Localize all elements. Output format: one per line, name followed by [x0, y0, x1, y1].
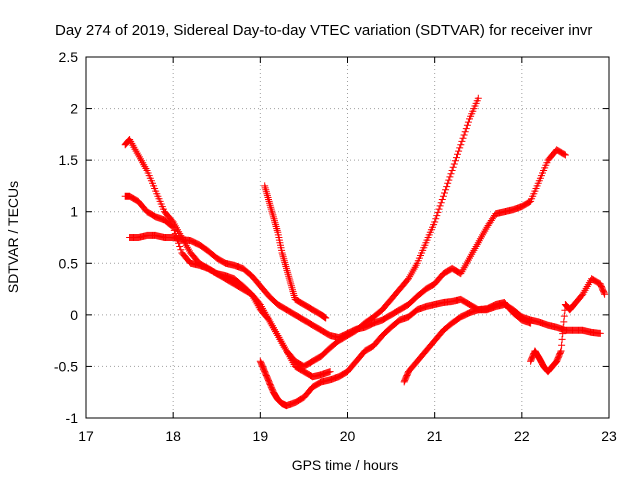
x-tick-label: 21: [427, 428, 443, 444]
series-sat-f: [400, 299, 535, 386]
data-point-markers: [400, 299, 535, 386]
x-tick-label: 19: [253, 428, 269, 444]
data-marks: [121, 94, 609, 410]
series-sat-d: [261, 182, 330, 322]
data-point-markers: [121, 94, 482, 370]
series-sat-b: [121, 94, 482, 370]
x-tick-label: 18: [165, 428, 181, 444]
x-tick-label: 20: [340, 428, 356, 444]
data-point-markers: [121, 136, 334, 381]
x-tick-label: 22: [514, 428, 530, 444]
x-tick-label: 17: [78, 428, 94, 444]
chart-title: Day 274 of 2019, Sidereal Day-to-day VTE…: [55, 22, 592, 39]
y-tick-label: 0: [70, 307, 78, 323]
x-axis-label: GPS time / hours: [292, 457, 399, 473]
x-tick-label: 23: [601, 428, 617, 444]
y-tick-label: -1: [66, 410, 79, 426]
data-point-markers: [126, 146, 569, 341]
y-tick-label: 2.5: [59, 49, 79, 65]
series-sat-c: [126, 146, 569, 341]
series-sat-a: [121, 136, 334, 381]
data-point-markers: [256, 295, 604, 410]
data-point-markers: [261, 182, 330, 322]
y-tick-label: 1.5: [59, 152, 79, 168]
y-axis-label: SDTVAR / TECUs: [5, 181, 21, 293]
y-tick-label: 0.5: [59, 255, 79, 271]
series-sat-g: [527, 275, 609, 376]
y-tick-label: 1: [70, 204, 78, 220]
axis-ticks: 17 18 19 20 21 22 23 -1 -0.5 0 0.5 1 1.5 2 2.5: [54, 49, 617, 444]
series-sat-e: [256, 295, 604, 410]
data-point-markers: [527, 275, 609, 376]
y-tick-label: -0.5: [54, 358, 78, 374]
y-tick-label: 2: [70, 101, 78, 117]
